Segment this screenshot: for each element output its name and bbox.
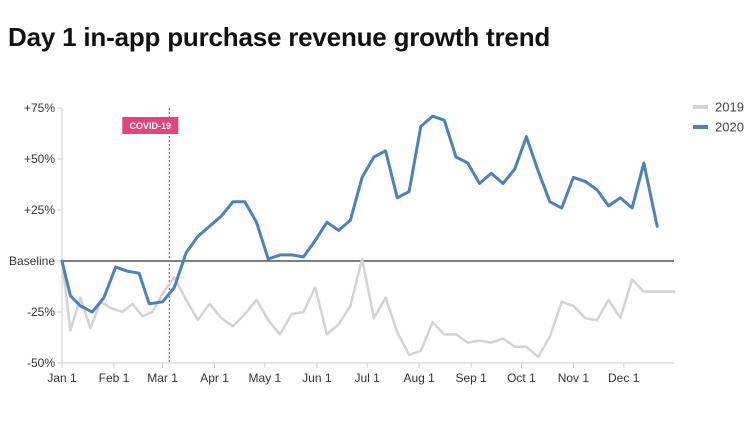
x-tick-label: Mar 1: [147, 371, 178, 385]
chart-title: Day 1 in-app purchase revenue growth tre…: [8, 22, 551, 52]
x-tick-label: Dec 1: [608, 371, 640, 385]
legend-label-2019: 2019: [715, 100, 744, 115]
y-tick-label: +25%: [24, 203, 55, 217]
covid-marker-badge: [122, 117, 179, 134]
x-tick-label: Apr 1: [200, 371, 229, 385]
x-tick-label: Jun 1: [302, 371, 332, 385]
y-tick-label: Baseline: [9, 254, 55, 268]
legend-label-2020: 2020: [715, 120, 744, 135]
x-tick-label: Nov 1: [558, 371, 590, 385]
x-tick-label: Sep 1: [455, 371, 487, 385]
y-tick-label: +50%: [24, 152, 55, 166]
covid-marker-label: COVID-19: [130, 121, 172, 131]
y-tick-label: +75%: [24, 101, 55, 115]
annotation-layer: COVID-19: [122, 108, 179, 363]
x-tick-label: Aug 1: [403, 371, 435, 385]
x-tick-label: Jul 1: [354, 371, 380, 385]
y-axis: +75% +50% +25% Baseline -25% -50%: [9, 101, 674, 370]
x-tick-label: Oct 1: [507, 371, 536, 385]
x-tick-label: Jan 1: [47, 371, 77, 385]
y-tick-label: -50%: [27, 356, 55, 370]
series-layer: [60, 114, 676, 359]
series-line-2019: [60, 257, 676, 359]
x-axis: Jan 1 Feb 1 Mar 1 Apr 1 May 1 Jun 1 Jul 1 Aug 1…: [47, 362, 674, 385]
series-line-2020: [60, 114, 659, 314]
y-tick-label: -25%: [27, 305, 55, 319]
legend: 2019 2020: [693, 100, 744, 135]
x-tick-label: Feb 1: [99, 371, 130, 385]
x-tick-label: May 1: [249, 371, 282, 385]
